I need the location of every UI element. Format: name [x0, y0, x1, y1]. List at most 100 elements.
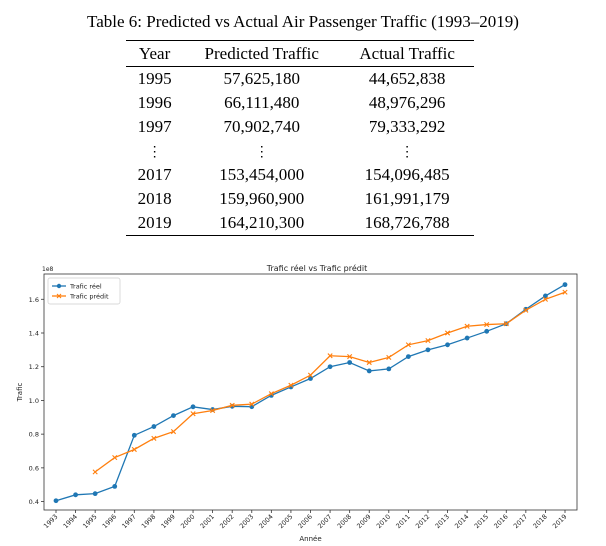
table-header-row: Year Predicted Traffic Actual Traffic — [126, 40, 474, 67]
chart-title: Trafic réel vs Trafic prédit — [266, 263, 367, 273]
data-point-actual — [425, 347, 431, 353]
data-point-actual — [386, 366, 392, 372]
data-point-actual — [171, 413, 176, 418]
x-tick-label: 1996 — [101, 513, 118, 530]
data-point-predicted — [288, 382, 294, 388]
data-point-actual — [249, 404, 255, 410]
y-scale-note: 1e8 — [42, 266, 54, 273]
series-line-predicted — [94, 291, 566, 473]
x-tick-label: 2008 — [336, 513, 353, 530]
table-row: 1997 70,902,740 79,333,292 — [126, 115, 474, 139]
data-point-actual — [562, 282, 568, 288]
legend-marker-predicted — [56, 293, 62, 299]
x-tick-label: 2002 — [218, 513, 235, 530]
x-tick-label: 2000 — [179, 513, 196, 530]
vertical-ellipsis: ⋮ — [400, 145, 415, 160]
data-point-predicted — [405, 342, 411, 348]
ellipsis-cell: ⋮ — [340, 139, 474, 163]
line-chart: Trafic réel vs Trafic prédit 0.4 0.6 0.8 1.… — [16, 263, 578, 543]
y-axis-label: Trafic — [16, 383, 24, 403]
x-tick-label: 2016 — [492, 513, 509, 530]
table-row: 1995 57,625,180 44,652,838 — [126, 67, 474, 92]
chart-series — [53, 282, 568, 504]
cell-year: 2018 — [137, 189, 172, 208]
data-point-actual — [543, 293, 548, 299]
x-tick-label: 2013 — [434, 513, 451, 530]
data-point-predicted — [503, 321, 509, 327]
table-row: 2019 164,210,300 168,726,788 — [126, 211, 474, 236]
vertical-ellipsis: ⋮ — [147, 145, 162, 160]
cell-predicted: 153,454,000 — [219, 165, 305, 184]
plot-frame — [43, 273, 578, 511]
cell-predicted: 164,210,300 — [219, 213, 305, 232]
y-tick-label: 1.0 — [29, 397, 39, 405]
legend-label: Trafic prédit — [69, 292, 109, 300]
x-tick-label: 2014 — [453, 513, 470, 530]
cell-actual: 161,991,179 — [364, 189, 450, 208]
legend-box — [47, 277, 121, 305]
series-line-actual — [55, 284, 566, 502]
x-tick-label: 1997 — [120, 513, 137, 530]
x-tick-label: 2018 — [531, 513, 548, 530]
data-point-predicted — [112, 454, 118, 461]
data-point-predicted — [307, 372, 314, 378]
data-point-predicted — [366, 359, 372, 366]
data-point-predicted — [229, 402, 235, 408]
x-tick-label: 2015 — [473, 513, 490, 530]
cell-actual: 168,726,788 — [364, 213, 450, 232]
y-tick-label: 0.8 — [29, 431, 39, 439]
y-tick-label: 1.2 — [29, 363, 39, 371]
header-predicted: Predicted Traffic — [204, 44, 319, 63]
cell-predicted: 57,625,180 — [223, 69, 300, 88]
legend-marker-actual — [56, 283, 62, 289]
header-actual: Actual Traffic — [359, 44, 455, 63]
data-point-actual — [73, 492, 78, 498]
x-tick-label: 2017 — [512, 513, 529, 530]
data-point-actual — [112, 484, 118, 489]
x-axis-label: Année — [299, 535, 321, 543]
data-point-actual — [366, 368, 372, 374]
data-point-predicted — [347, 354, 353, 360]
x-tick-label: 2006 — [297, 513, 314, 530]
cell-actual: 79,333,292 — [368, 117, 446, 136]
data-point-predicted — [425, 337, 431, 344]
x-tick-label: 2009 — [355, 513, 372, 530]
data-point-predicted — [268, 391, 274, 397]
data-point-actual — [445, 342, 450, 348]
ellipsis-cell: ⋮ — [126, 139, 183, 163]
x-tick-label: 2019 — [551, 513, 568, 530]
data-point-predicted — [523, 307, 529, 313]
x-tick-label: 2012 — [414, 513, 431, 530]
data-point-actual — [190, 404, 196, 410]
data-point-predicted — [562, 289, 568, 295]
cell-year: 1995 — [137, 69, 172, 88]
data-point-predicted — [386, 354, 392, 361]
data-point-actual — [464, 335, 470, 341]
cell-predicted: 159,960,900 — [219, 189, 305, 208]
data-point-actual — [53, 498, 59, 504]
data-point-actual — [405, 354, 411, 359]
table-row: 2017 153,454,000 154,096,485 — [126, 163, 474, 187]
data-point-actual — [151, 424, 157, 429]
data-point-predicted — [131, 446, 137, 453]
data-point-predicted — [151, 435, 157, 441]
data-point-predicted — [444, 330, 451, 336]
x-tick-label: 2005 — [277, 513, 294, 530]
data-point-predicted — [249, 401, 255, 407]
data-point-predicted — [170, 429, 177, 435]
data-point-actual — [347, 360, 353, 365]
cell-year: 2017 — [137, 165, 172, 184]
x-tick-label: 2007 — [316, 513, 333, 530]
y-tick-label: 1.6 — [29, 296, 39, 304]
cell-actual: 44,652,838 — [368, 69, 446, 88]
cell-year: 1996 — [137, 93, 172, 112]
chart-axes: 0.4 0.6 0.8 1.0 1.2 1.4 1.6 1e8 1993 1994 1995 1996… — [16, 266, 578, 543]
x-tick-label: 1998 — [140, 513, 157, 530]
x-tick-label: 2001 — [199, 513, 216, 530]
data-point-actual — [131, 432, 137, 438]
y-tick-label: 0.6 — [29, 464, 39, 472]
cell-year: 1997 — [137, 117, 172, 136]
vertical-ellipsis: ⋮ — [254, 145, 269, 160]
cell-actual: 154,096,485 — [364, 165, 450, 184]
